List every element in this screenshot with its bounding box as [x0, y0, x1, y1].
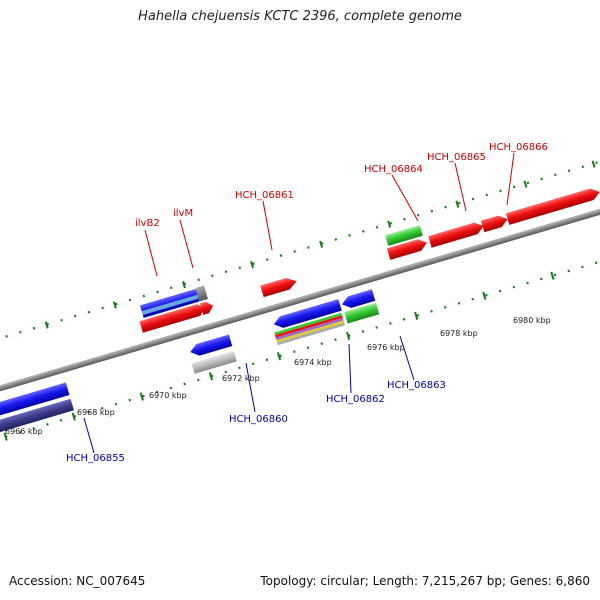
gene-arrow-next[interactable]: [505, 186, 600, 225]
gene-label-HCH_06866[interactable]: HCH_06866: [489, 142, 548, 153]
gene-label-HCH_06865[interactable]: HCH_06865: [427, 152, 486, 163]
gene-label-HCH_06864[interactable]: HCH_06864: [364, 164, 423, 175]
scale-label: 6966 kbp: [5, 427, 43, 436]
gene-label-HCH_06855[interactable]: HCH_06855: [66, 453, 125, 464]
gene-arrow-HCH_06860[interactable]: [189, 334, 233, 357]
gene-arrow-ilvB2[interactable]: [139, 303, 206, 333]
gene-arrow-ilvB2-track: [195, 285, 208, 302]
gene-arrow-HCH_06864-rna[interactable]: [385, 225, 423, 246]
accession-text: Accession: NC_007645: [9, 574, 146, 588]
reverse-gene-labels: HCH_06855 HCH_06860 HCH_06862 HCH_06863: [66, 380, 446, 464]
scale-label: 6976 kbp: [367, 343, 405, 352]
scale-label: 6970 kbp: [149, 391, 187, 400]
scale-label: 6972 kbp: [222, 374, 260, 383]
gene-label-ilvM[interactable]: ilvM: [173, 208, 193, 219]
gene-arrow-HCH_06855-track: [0, 398, 74, 437]
gene-label-HCH_06861[interactable]: HCH_06861: [235, 190, 294, 201]
gene-label-HCH_06862[interactable]: HCH_06862: [326, 394, 385, 405]
gene-label-HCH_06863[interactable]: HCH_06863: [387, 380, 446, 391]
gene-label-ilvB2[interactable]: ilvB2: [135, 218, 160, 229]
gene-arrow-HCH_06864[interactable]: [386, 237, 429, 260]
leader-lines-reverse: [83, 335, 415, 454]
gene-arrow-HCH_06860-track: [191, 350, 237, 374]
scale-label: 6978 kbp: [440, 329, 478, 338]
gene-arrow-ilvM[interactable]: [199, 300, 215, 315]
leader-lines-forward: [144, 152, 515, 277]
gene-arrow-HCH_06866[interactable]: [480, 213, 509, 233]
gene-arrow-HCH_06862[interactable]: [272, 299, 342, 330]
gene-label-HCH_06860[interactable]: HCH_06860: [229, 414, 288, 425]
genome-line: [0, 170, 600, 430]
gene-arrow-HCH_06855[interactable]: [0, 382, 70, 417]
gene-arrow-HCH_06863-rna[interactable]: [344, 302, 380, 324]
gene-arrow-HCH_06865[interactable]: [428, 220, 485, 248]
gene-arrow-HCH_06862-tracks: [274, 312, 345, 346]
page-title: Hahella chejuensis KCTC 2396, complete g…: [138, 9, 462, 24]
genome-summary-text: Topology: circular; Length: 7,215,267 bp…: [260, 574, 590, 588]
forward-scale: [0, 125, 600, 383]
gene-arrow-HCH_06863[interactable]: [340, 289, 376, 310]
forward-gene-labels: ilvB2 ilvM HCH_06861 HCH_06864 HCH_06865…: [135, 142, 548, 229]
scale-label: 6974 kbp: [294, 358, 332, 367]
gene-arrow-HCH_06861[interactable]: [260, 275, 298, 298]
scale-label: 6980 kbp: [513, 316, 551, 325]
reverse-scale: [0, 217, 600, 475]
scale-label: 6968 kbp: [77, 408, 115, 417]
scale-labels: 6966 kbp 6968 kbp 6970 kbp 6972 kbp 6974…: [5, 316, 551, 436]
gene-arrow-ilvB2-track: [141, 294, 199, 315]
